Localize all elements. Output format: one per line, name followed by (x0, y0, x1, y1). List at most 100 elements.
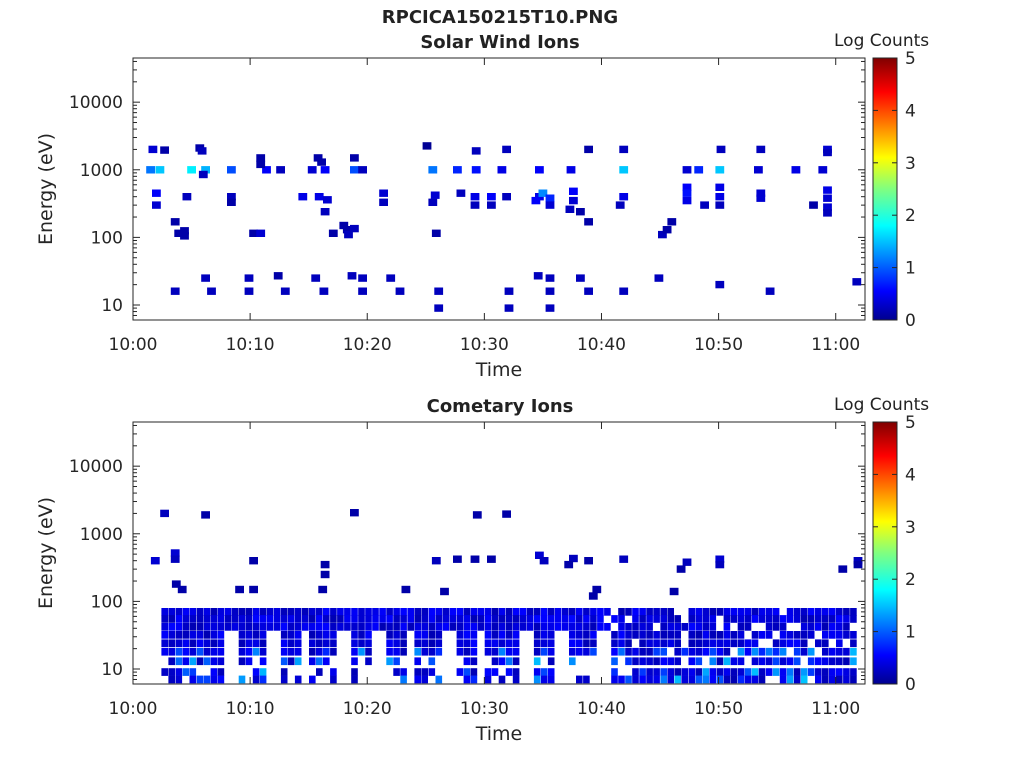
heatmap-cell (786, 639, 794, 648)
y-tick-label: 1000 (80, 525, 123, 545)
heatmap-cell (351, 639, 358, 648)
heatmap-cell (238, 639, 246, 648)
heatmap-cell (302, 608, 309, 616)
heatmap-cell (168, 615, 175, 623)
heatmap-cell (407, 623, 414, 631)
heatmap-cell (146, 166, 155, 174)
heatmap-cell (273, 608, 281, 616)
heatmap-cell (337, 623, 344, 631)
heatmap-cell (730, 668, 738, 676)
heatmap-cell (667, 218, 677, 226)
heatmap-cell (182, 193, 192, 201)
heatmap-cell (681, 675, 688, 684)
heatmap-cell (287, 615, 295, 623)
heatmap-cell (519, 615, 527, 623)
heatmap-cell (365, 608, 372, 616)
heatmap-cell (155, 166, 165, 174)
x-tick-label: 10:30 (460, 335, 509, 355)
axes-frame (132, 421, 866, 685)
heatmap-cell (280, 657, 288, 666)
heatmap-cell (463, 657, 471, 666)
heatmap-cell (316, 639, 323, 648)
heatmap-cell (535, 551, 544, 559)
heatmap-cell (756, 145, 766, 154)
heatmap-cell (266, 608, 274, 616)
heatmap-cell (744, 639, 752, 648)
heatmap-cell (800, 675, 808, 684)
heatmap-cell (189, 675, 197, 684)
heatmap-cell (843, 668, 850, 676)
heatmap-cell (280, 623, 288, 631)
axes-frame (132, 57, 866, 321)
heatmap-cell (280, 647, 288, 656)
heatmap-cell (393, 639, 400, 648)
heatmap-cell (365, 657, 372, 666)
panel2-colorbar-label: Log Counts (834, 395, 930, 415)
heatmap-cell (829, 647, 836, 656)
heatmap-cell (715, 183, 725, 191)
heatmap-cell (259, 608, 267, 616)
heatmap-cell (850, 608, 857, 616)
heatmap-cell (716, 668, 724, 676)
heatmap-cell (674, 639, 681, 648)
y-tick-label: 100 (91, 592, 123, 612)
heatmap-cell (646, 623, 653, 631)
heatmap-cell (695, 647, 703, 656)
heatmap-cell (428, 623, 436, 631)
heatmap-cell (540, 608, 548, 616)
heatmap-cell (435, 608, 443, 616)
heatmap-cell (709, 623, 717, 631)
heatmap-cell (639, 615, 646, 623)
heatmap-cell (716, 657, 724, 666)
heatmap-cell (569, 657, 576, 666)
heatmap-cell (547, 647, 555, 656)
heatmap-cell (562, 623, 569, 631)
heatmap-cell (519, 608, 527, 616)
heatmap-cell (545, 194, 555, 202)
x-tick-label: 10:00 (109, 335, 158, 355)
heatmap-cell (646, 647, 653, 656)
heatmap-cell (319, 287, 329, 295)
heatmap-cell (421, 631, 428, 639)
heatmap-cell (744, 668, 752, 676)
heatmap-cell (756, 189, 766, 197)
heatmap-cell (584, 145, 593, 154)
heatmap-cell (256, 154, 266, 162)
heatmap-cell (400, 675, 407, 684)
heatmap-cell (737, 657, 745, 666)
heatmap-cell (829, 615, 836, 623)
heatmap-cell (358, 287, 367, 295)
heatmap-cell (339, 221, 349, 230)
heatmap-cell (323, 608, 330, 616)
heatmap-cell (772, 668, 780, 676)
heatmap-cell (309, 675, 316, 684)
heatmap-cell (540, 631, 548, 639)
heatmap-cell (823, 194, 832, 202)
heatmap-cell (505, 657, 513, 666)
heatmap-cell (434, 304, 444, 312)
heatmap-cell (823, 209, 832, 217)
heatmap-cell (435, 615, 443, 623)
heatmap-cell (765, 608, 773, 616)
heatmap-cell (231, 608, 239, 616)
heatmap-cell (723, 615, 731, 623)
heatmap-cell (715, 555, 725, 563)
heatmap-cell (245, 623, 253, 631)
heatmap-cell (175, 631, 183, 639)
heatmap-cell (400, 615, 407, 623)
heatmap-cell (196, 675, 204, 684)
heatmap-cell (540, 639, 548, 648)
heatmap-cell (667, 639, 674, 648)
heatmap-cell (822, 647, 829, 656)
heatmap-cell (822, 608, 829, 616)
heatmap-cell (702, 639, 710, 648)
heatmap-cell (175, 657, 183, 666)
heatmap-cell (674, 657, 681, 666)
heatmap-cell (294, 615, 302, 623)
heatmap-cell (372, 608, 379, 616)
heatmap-cell (737, 647, 745, 656)
heatmap-cell (576, 631, 583, 639)
heatmap-cell (843, 608, 850, 616)
heatmap-cell (660, 647, 667, 656)
